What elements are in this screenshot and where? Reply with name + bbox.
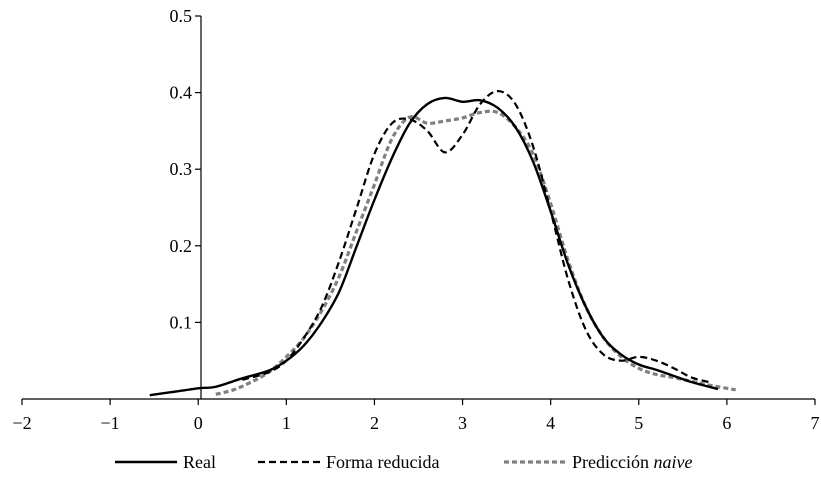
axes-layer: −2 −1 0 1 2 3 4 5 6 7 0.1 0.2 0.3 0.4 0.5 xyxy=(12,6,819,433)
x-tick-label: 3 xyxy=(458,413,467,433)
y-tick-label: 0.5 xyxy=(170,6,193,26)
x-tick-label: 6 xyxy=(722,413,731,433)
y-tick-label: 0.3 xyxy=(170,159,193,179)
legend-label-text: Real xyxy=(183,452,216,472)
legend-label-real: Real xyxy=(183,452,216,472)
legend-label-prediccion-naive: Predicción naive xyxy=(572,452,692,472)
x-tick-label: −2 xyxy=(12,413,31,433)
series-layer xyxy=(149,89,736,397)
x-tick-label: 1 xyxy=(282,413,291,433)
x-tick-label: 5 xyxy=(634,413,643,433)
legend-label-text: Forma reducida xyxy=(326,452,439,472)
legend-label-text: Predicción xyxy=(572,452,653,472)
series-line-prediccion-naive xyxy=(215,109,736,396)
legend-label-italic-text: naive xyxy=(653,452,692,472)
x-tick-label: 2 xyxy=(370,413,379,433)
x-tick-label: 7 xyxy=(811,413,820,433)
y-tick-label: 0.4 xyxy=(170,83,193,103)
legend-label-forma-reducida: Forma reducida xyxy=(326,452,439,472)
series-line-real xyxy=(149,96,719,397)
legend: Real Forma reducida Predicción naive xyxy=(115,452,692,472)
x-tick-label: −1 xyxy=(101,413,120,433)
y-tick-label: 0.1 xyxy=(170,312,193,332)
x-tick-label: 4 xyxy=(546,413,555,433)
x-tick-label: 0 xyxy=(194,413,203,433)
series-line-forma-reducida xyxy=(241,89,710,384)
y-tick-label: 0.2 xyxy=(170,236,193,256)
